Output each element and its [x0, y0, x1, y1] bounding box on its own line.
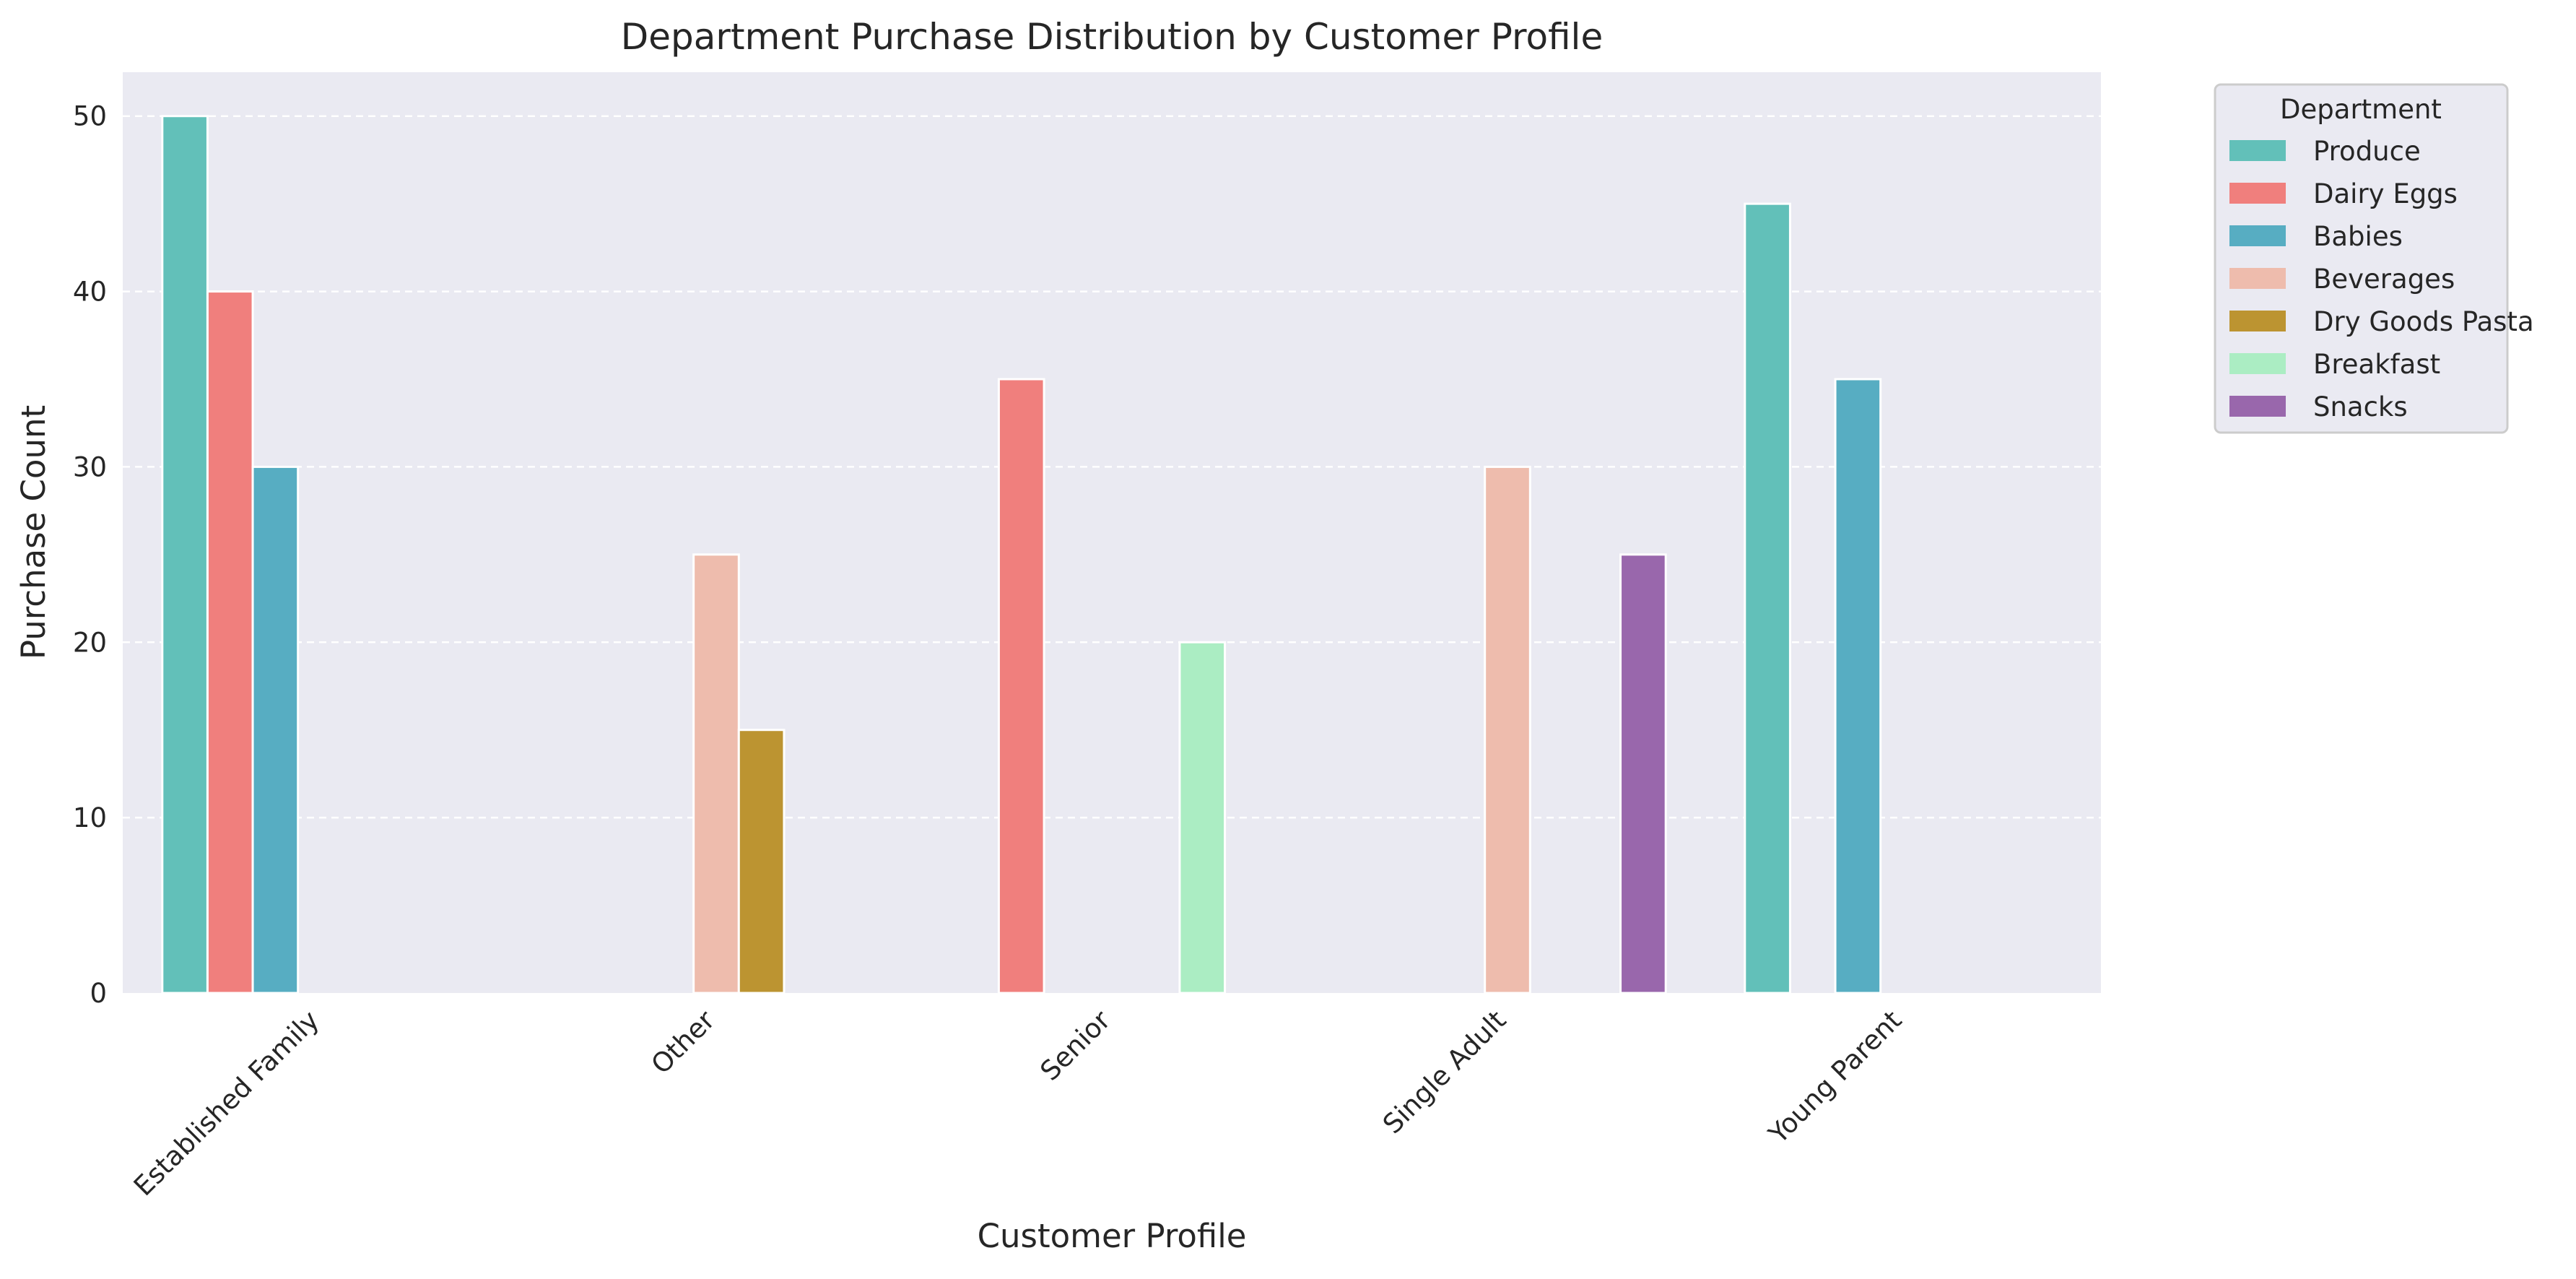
x-tick-label: Other [645, 1004, 721, 1080]
legend: Department Produce Dairy Eggs Babies Bevera… [2214, 83, 2534, 434]
x-axis-label: Customer Profile [978, 1217, 1247, 1255]
legend-swatch-breakfast [2229, 353, 2286, 374]
bar-produce-young-parent [1744, 202, 1791, 994]
bar-babies-established-family [251, 465, 300, 994]
x-tick-label: Single Adult [1377, 1005, 1512, 1140]
x-axis-ticks: Established Family Other Senior Single Adul… [128, 1004, 1907, 1202]
bar-snacks-single-adult [1619, 553, 1667, 994]
legend-swatch-beverages [2229, 268, 2286, 289]
legend-swatch-produce [2229, 140, 2286, 161]
y-axis-ticks: 0 10 20 30 40 50 [73, 101, 107, 1009]
bar-dairy-eggs-established-family [206, 290, 254, 994]
legend-label-babies: Babies [2313, 221, 2403, 252]
y-tick-label: 40 [73, 277, 107, 308]
bars [161, 115, 1882, 994]
chart-title: Department Purchase Distribution by Cust… [621, 16, 1603, 58]
legend-label-breakfast: Breakfast [2313, 349, 2440, 380]
bar-breakfast-senior [1178, 641, 1227, 994]
legend-title: Department [2280, 94, 2442, 125]
legend-swatch-babies [2229, 225, 2286, 246]
bar-dry-goods-pasta-other [737, 729, 786, 994]
plot-background [123, 72, 2101, 993]
bar-beverages-single-adult [1484, 465, 1531, 994]
x-tick-label: Senior [1035, 1004, 1117, 1086]
y-tick-label: 10 [73, 802, 107, 833]
legend-label-dry-goods-pasta: Dry Goods Pasta [2313, 306, 2534, 337]
legend-swatch-dry-goods-pasta [2229, 311, 2286, 331]
y-axis-label: Purchase Count [14, 405, 53, 659]
legend-swatch-snacks [2229, 396, 2286, 417]
x-tick-label: Young Parent [1762, 1005, 1907, 1150]
y-tick-label: 20 [73, 627, 107, 658]
legend-label-snacks: Snacks [2313, 391, 2408, 422]
bar-babies-young-parent [1834, 378, 1882, 994]
y-tick-label: 30 [73, 451, 107, 482]
bar-beverages-other [692, 553, 740, 994]
legend-label-produce: Produce [2313, 136, 2421, 167]
bar-produce-established-family [161, 115, 209, 994]
legend-label-dairy-eggs: Dairy Eggs [2313, 178, 2458, 209]
x-tick-label: Established Family [128, 1005, 325, 1202]
y-tick-label: 0 [90, 978, 107, 1009]
bar-dairy-eggs-senior [997, 378, 1045, 994]
y-tick-label: 50 [73, 101, 107, 132]
legend-frame [2214, 83, 2509, 434]
legend-label-beverages: Beverages [2313, 264, 2455, 295]
legend-swatch-dairy-eggs [2229, 183, 2286, 204]
